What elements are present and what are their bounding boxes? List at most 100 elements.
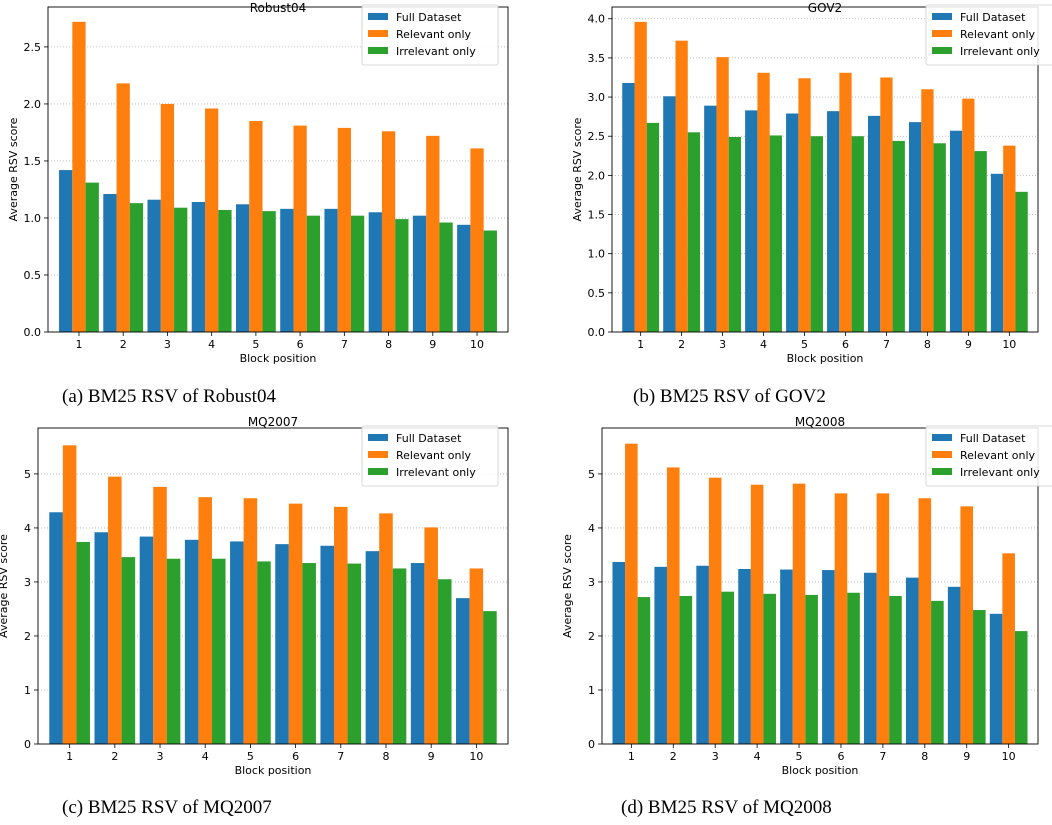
bar-irrelevant-5 — [805, 594, 818, 744]
bar-irrelevant-1 — [637, 597, 651, 744]
legend-swatch-irrelevant — [368, 47, 388, 54]
bar-irrelevant-9 — [974, 151, 987, 332]
chart-title: MQ2007 — [248, 415, 298, 429]
x-tick-label: 6 — [292, 750, 299, 763]
bar-irrelevant-6 — [302, 563, 316, 744]
x-tick-label: 1 — [75, 338, 82, 351]
legend-swatch-relevant — [932, 451, 952, 458]
bar-relevant-3 — [716, 57, 729, 332]
bar-full-6 — [827, 111, 840, 333]
bar-relevant-7 — [876, 493, 890, 744]
y-tick-label: 2 — [588, 630, 595, 643]
caption-robust04: (a) BM25 RSV of Robust04 — [62, 386, 276, 407]
bar-relevant-2 — [666, 467, 680, 744]
x-tick-label: 7 — [341, 338, 348, 351]
chart-title: Robust04 — [250, 1, 307, 15]
bar-full-3 — [139, 536, 154, 744]
legend-swatch-relevant — [932, 30, 952, 37]
plot-frame — [601, 427, 1039, 745]
chart-panel-mq2008: 0 1 2 3 4 5 1 2 3 4 5 6 7 8 9 10 MQ2008 Block position Ave… — [560, 414, 1052, 784]
chart-panel-gov2: 0.0 0.5 1.0 1.5 2.0 2.5 3.0 3.5 4.0 1 2 3 4 5 6 7 8 9 10 GO… — [560, 0, 1052, 372]
bar-full-10 — [457, 224, 471, 332]
y-tick-label: 0.5 — [588, 287, 606, 300]
bar-relevant-3 — [160, 103, 175, 332]
bar-full-10 — [456, 598, 470, 744]
bar-irrelevant-2 — [129, 203, 144, 332]
x-tick-label: 5 — [796, 750, 803, 763]
x-tick-label: 3 — [719, 338, 726, 351]
x-tick-label: 5 — [247, 750, 254, 763]
chart-svg-mq2007: 0 1 2 3 4 5 1 2 3 4 5 6 7 8 9 10 MQ2007 Block position Ave… — [0, 415, 509, 777]
plot-frame — [47, 6, 509, 333]
bar-relevant-7 — [880, 77, 893, 332]
bar-full-1 — [49, 512, 63, 744]
y-tick-label: 5 — [24, 468, 31, 481]
x-axis-label: Block position — [787, 352, 864, 365]
x-tick-label: 3 — [157, 750, 164, 763]
y-tick-label: 2.5 — [588, 130, 606, 143]
bar-full-4 — [745, 110, 758, 332]
bar-relevant-5 — [798, 78, 811, 332]
y-tick-label: 3.0 — [588, 91, 606, 104]
bar-irrelevant-10 — [1015, 191, 1028, 332]
legend: Full Dataset Relevant only Irrelevant only — [361, 4, 499, 66]
bar-full-8 — [365, 551, 380, 744]
legend-box — [925, 425, 1052, 487]
bar-full-5 — [230, 541, 244, 744]
x-axis-label: Block position — [782, 764, 859, 777]
x-axis-label: Block position — [240, 352, 317, 365]
bar-irrelevant-4 — [211, 558, 226, 744]
bar-irrelevant-7 — [892, 140, 905, 332]
bar-full-7 — [324, 208, 338, 332]
bar-irrelevant-10 — [483, 230, 497, 332]
bar-full-7 — [868, 115, 881, 332]
x-tick-label: 4 — [202, 750, 209, 763]
bar-irrelevant-1 — [76, 541, 90, 744]
x-tick-label: 2 — [670, 750, 677, 763]
y-tick-label: 4 — [588, 522, 595, 535]
legend-label-irrelevant: Irrelevant only — [396, 45, 476, 58]
legend-swatch-relevant — [368, 451, 388, 458]
bar-relevant-2 — [675, 40, 688, 333]
legend-swatch-irrelevant — [368, 468, 388, 475]
y-tick-label: 1.5 — [24, 155, 42, 168]
chart-panel-robust04: 0.0 0.5 1.0 1.5 2.0 2.5 1 2 3 4 5 6 7 8 9 10 Robust04 Blo… — [0, 0, 520, 372]
y-tick-label: 0.0 — [588, 326, 606, 339]
y-tick-label: 1 — [24, 684, 31, 697]
bar-relevant-1 — [62, 445, 77, 744]
legend: Full Dataset Relevant only Irrelevant only — [925, 425, 1052, 487]
x-tick-label: 4 — [760, 338, 767, 351]
chart-svg-mq2008: 0 1 2 3 4 5 1 2 3 4 5 6 7 8 9 10 MQ2008 Block position Ave… — [561, 415, 1052, 777]
bar-irrelevant-7 — [347, 563, 362, 744]
bar-relevant-6 — [834, 493, 848, 744]
bar-relevant-5 — [249, 121, 263, 332]
bar-full-5 — [786, 113, 799, 332]
bar-relevant-6 — [839, 72, 852, 332]
y-tick-label: 0 — [588, 738, 595, 751]
y-tick-label: 3 — [24, 576, 31, 589]
bar-full-5 — [235, 204, 250, 332]
x-tick-label: 4 — [208, 338, 215, 351]
x-tick-label: 9 — [429, 338, 436, 351]
bar-irrelevant-3 — [174, 207, 188, 332]
y-axis-label: Average RSV score — [571, 117, 584, 221]
x-tick-label: 10 — [1002, 338, 1016, 351]
bar-full-6 — [280, 208, 294, 332]
bar-relevant-8 — [918, 498, 932, 744]
y-tick-label: 2.0 — [24, 98, 42, 111]
x-tick-label: 6 — [842, 338, 849, 351]
y-axis-label: Average RSV score — [0, 534, 10, 638]
legend: Full Dataset Relevant only Irrelevant only — [361, 425, 499, 487]
bar-relevant-2 — [108, 476, 122, 744]
bar-full-4 — [191, 202, 206, 332]
bar-full-3 — [147, 199, 161, 332]
legend-label-full: Full Dataset — [396, 11, 462, 24]
bar-full-1 — [622, 82, 635, 332]
bar-relevant-10 — [469, 568, 484, 744]
bar-full-9 — [412, 215, 427, 332]
x-tick-label: 8 — [382, 750, 389, 763]
bar-full-2 — [94, 532, 109, 744]
legend-label-full: Full Dataset — [960, 432, 1026, 445]
x-axis-label: Block position — [235, 764, 312, 777]
bar-irrelevant-3 — [728, 137, 742, 332]
